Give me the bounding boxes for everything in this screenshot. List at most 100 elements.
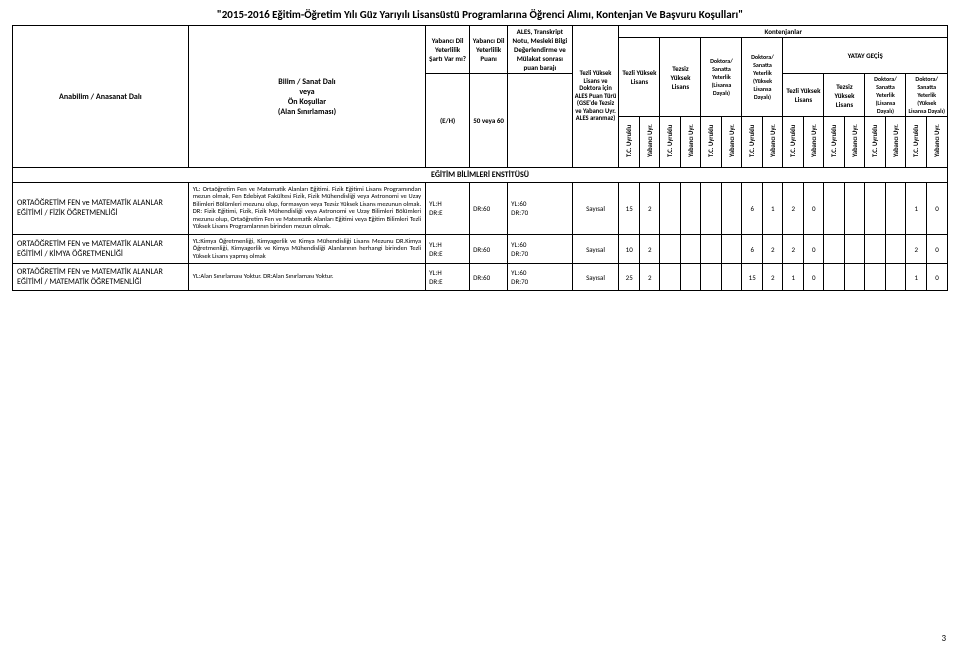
cell: 6: [742, 183, 763, 235]
hdr-sub-yab: Yabancı Uyr.: [639, 117, 660, 168]
hdr-varmi-top: Yabancı Dil Yeterlilik Şartı Var mı?: [426, 26, 470, 74]
hdr-sub-yab: Yabancı Uyr.: [680, 117, 701, 168]
cell: 1: [762, 183, 783, 235]
hdr-g6: Tezsiz Yüksek Lisans: [824, 74, 865, 117]
hdr-anabilim: Anabilim / Anasanat Dalı: [13, 26, 189, 168]
hdr-puan-bot: 50 veya 60: [470, 74, 508, 168]
cell: 1: [783, 264, 804, 291]
hdr-sub-tc: T.C. Uyruklu: [742, 117, 763, 168]
cell: 2: [783, 234, 804, 263]
cell: [844, 234, 865, 263]
cell: [865, 264, 886, 291]
hdr-kontenjan: Kontenjanlar: [619, 26, 948, 38]
cell: [844, 183, 865, 235]
hdr-turu: Tezli Yüksek Lisans ve Doktora için ALES…: [572, 26, 619, 168]
cell: Sayısal: [572, 183, 619, 235]
cell: YL:Alan Sınırlaması Yoktur. DR:Alan Sını…: [188, 264, 425, 291]
hdr-sub-tc: T.C. Uyruklu: [824, 117, 845, 168]
cell: 0: [803, 234, 824, 263]
hdr-sub-tc: T.C. Uyruklu: [906, 117, 927, 168]
cell: 0: [926, 264, 947, 291]
cell: YL:60 DR:70: [508, 264, 572, 291]
cell: [885, 264, 906, 291]
cell: [680, 234, 701, 263]
cell: [680, 264, 701, 291]
hdr-varmi-bot: (E/H): [426, 74, 470, 168]
cell: DR:60: [470, 183, 508, 235]
hdr-g2: Tezsiz Yüksek Lisans: [660, 38, 701, 117]
hdr-g1: Tezli Yüksek Lisans: [619, 38, 660, 117]
cell: [701, 234, 722, 263]
cell: 1: [906, 264, 927, 291]
cell: 25: [619, 264, 640, 291]
cell: [721, 183, 742, 235]
cell: 15: [742, 264, 763, 291]
cell: 2: [639, 264, 660, 291]
hdr-yatay: YATAY GEÇİŞ: [783, 38, 948, 74]
cell: [701, 264, 722, 291]
cell: [824, 264, 845, 291]
hdr-bilim: Bilim / Sanat Dalı veya Ön Koşullar (Ala…: [188, 26, 425, 168]
hdr-sub-yab: Yabancı Uyr.: [926, 117, 947, 168]
cell: ORTAÖĞRETİM FEN ve MATEMATİK ALANLAR EĞİ…: [13, 264, 189, 291]
cell: DR:60: [470, 234, 508, 263]
hdr-sub-tc: T.C. Uyruklu: [701, 117, 722, 168]
page-title: "2015-2016 Eğitim-Öğretim Yılı Güz Yarıy…: [12, 8, 948, 21]
cell: [680, 183, 701, 235]
cell: [824, 183, 845, 235]
cell: YL: Ortaöğretim Fen ve Matematik Alanlar…: [188, 183, 425, 235]
cell: 10: [619, 234, 640, 263]
cell: [865, 183, 886, 235]
cell: Sayısal: [572, 234, 619, 263]
cell: YL:H DR:E: [426, 234, 470, 263]
cell: [721, 264, 742, 291]
hdr-g5: Tezli Yüksek Lisans: [783, 74, 824, 117]
cell: Sayısal: [572, 264, 619, 291]
cell: 2: [639, 234, 660, 263]
cell: ORTAÖĞRETİM FEN ve MATEMATİK ALANLAR EĞİ…: [13, 234, 189, 263]
cell: YL:Kimya Öğretmenliği, Kimyagerlik ve Ki…: [188, 234, 425, 263]
cell: [885, 183, 906, 235]
cell: YL:60 DR:70: [508, 183, 572, 235]
hdr-sub-tc: T.C. Uyruklu: [783, 117, 804, 168]
cell: 0: [803, 183, 824, 235]
cell: 2: [906, 234, 927, 263]
hdr-g4: Doktora/ Sanatta Yeterlik (Yüksek Lisans…: [742, 38, 783, 117]
hdr-puan-top: Yabancı Dil Yeterlilik Puanı: [470, 26, 508, 74]
cell: [701, 183, 722, 235]
hdr-g8: Doktora/ Sanatta Yeterlik (Yüksek Lisans…: [906, 74, 948, 117]
hdr-sub-yab: Yabancı Uyr.: [885, 117, 906, 168]
cell: [824, 234, 845, 263]
main-table: Anabilim / Anasanat Dalı Bilim / Sanat D…: [12, 25, 948, 291]
section-header: EĞİTİM BİLİMLERİ ENSTİTÜSÜ: [13, 168, 948, 183]
cell: 2: [783, 183, 804, 235]
hdr-sub-yab: Yabancı Uyr.: [803, 117, 824, 168]
hdr-g3: Doktora/ Sanatta Yeterlik (Lisansa Dayal…: [701, 38, 742, 117]
hdr-sub-yab: Yabancı Uyr.: [762, 117, 783, 168]
hdr-sub-tc: T.C. Uyruklu: [660, 117, 681, 168]
cell: YL:60 DR:70: [508, 234, 572, 263]
cell: 1: [906, 183, 927, 235]
page-number: 3: [941, 633, 946, 644]
cell: DR:60: [470, 264, 508, 291]
cell: [660, 234, 681, 263]
hdr-ales-top: ALES, Transkript Notu, Mesleki Bilgi Değ…: [508, 26, 572, 74]
cell: 15: [619, 183, 640, 235]
cell: YL:H DR:E: [426, 264, 470, 291]
hdr-sub-yab: Yabancı Uyr.: [721, 117, 742, 168]
hdr-ales-bot: [508, 74, 572, 168]
cell: 0: [803, 264, 824, 291]
cell: [721, 234, 742, 263]
cell: YL:H DR:E: [426, 183, 470, 235]
cell: 2: [762, 234, 783, 263]
cell: [844, 264, 865, 291]
cell: [865, 234, 886, 263]
cell: 2: [762, 264, 783, 291]
hdr-sub-tc: T.C. Uyruklu: [619, 117, 640, 168]
cell: 0: [926, 183, 947, 235]
cell: [660, 264, 681, 291]
hdr-sub-yab: Yabancı Uyr.: [844, 117, 865, 168]
cell: 2: [639, 183, 660, 235]
cell: ORTAÖĞRETİM FEN ve MATEMATİK ALANLAR EĞİ…: [13, 183, 189, 235]
cell: 0: [926, 234, 947, 263]
